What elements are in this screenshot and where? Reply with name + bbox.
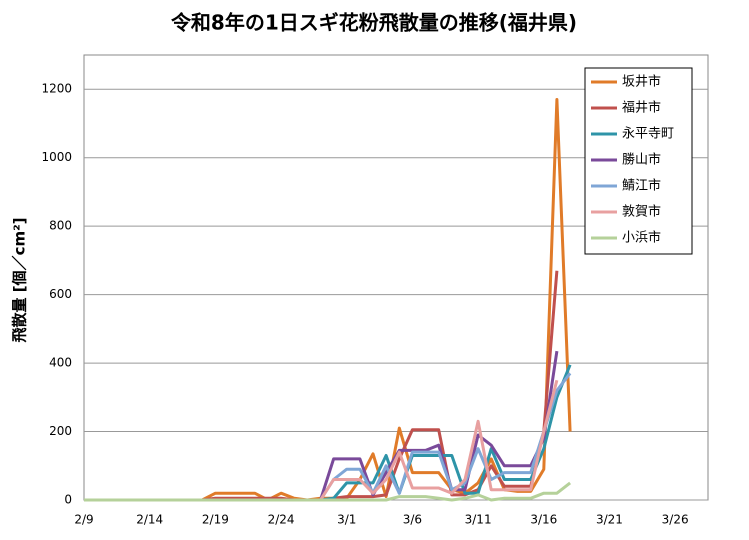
y-axis-label: 飛散量 [個／cm²] (11, 217, 29, 343)
y-tick-label: 1200 (41, 82, 72, 96)
y-tick-label: 600 (49, 287, 72, 301)
y-tick-label: 200 (49, 424, 72, 438)
y-tick-label: 1000 (41, 150, 72, 164)
y-tick-label: 400 (49, 356, 72, 370)
x-tick-label: 2/24 (268, 513, 295, 527)
legend-label: 勝山市 (622, 152, 661, 168)
y-tick-label: 0 (64, 493, 72, 507)
legend-label: 敦賀市 (622, 204, 661, 220)
x-tick-label: 3/16 (530, 513, 557, 527)
x-tick-label: 3/26 (662, 513, 689, 527)
x-tick-label: 3/6 (403, 513, 422, 527)
series-line (84, 98, 572, 502)
legend-label: 坂井市 (622, 74, 661, 90)
x-tick-label: 2/9 (74, 513, 93, 527)
legend-label: 福井市 (622, 100, 661, 116)
x-tick-label: 2/19 (202, 513, 229, 527)
x-tick-label: 2/14 (136, 513, 163, 527)
x-tick-label: 3/11 (465, 513, 492, 527)
legend-label: 永平寺町 (622, 127, 674, 142)
chart-title: 令和8年の1日スギ花粉飛散量の推移(福井県) (171, 11, 577, 35)
y-tick-label: 800 (49, 219, 72, 233)
x-tick-label: 3/1 (337, 513, 356, 527)
legend-label: 小浜市 (622, 230, 661, 246)
legend-label: 鯖江市 (622, 178, 661, 194)
x-tick-label: 3/21 (596, 513, 623, 527)
series-line (84, 481, 572, 502)
